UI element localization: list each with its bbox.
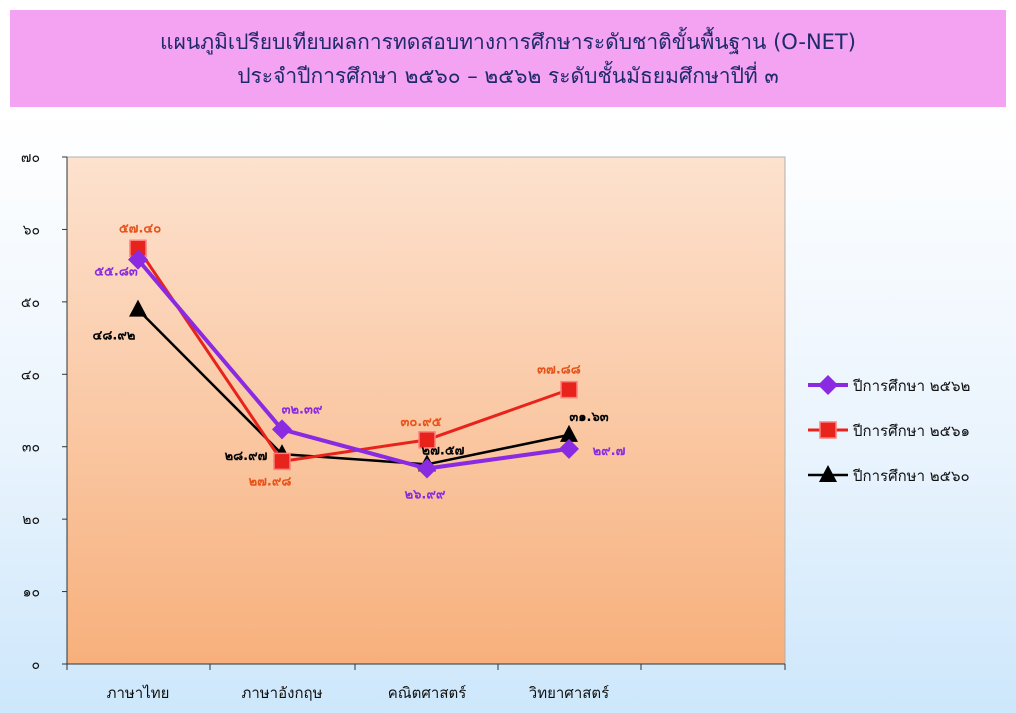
data-label: ๔๘.๙๒: [93, 329, 136, 344]
data-label: ๒๗.๕๗: [422, 443, 465, 458]
data-point: [128, 249, 148, 270]
data-label: ๓๐.๙๕: [400, 415, 441, 430]
data-point: [560, 424, 578, 442]
y-tick-label: ๑๐: [23, 585, 40, 601]
y-tick-label: ๕๐: [21, 295, 40, 311]
chart-title-band: แผนภูมิเปรียบเทียบผลการทดสอบทางการศึกษาร…: [10, 10, 1006, 107]
x-category-label: คณิตศาสตร์: [388, 684, 467, 702]
legend-marker: [819, 465, 837, 482]
data-point: [272, 419, 292, 440]
chart-title-line-1: แผนภูมิเปรียบเทียบผลการทดสอบทางการศึกษาร…: [160, 29, 856, 54]
data-point: [559, 438, 579, 459]
series-line: [136, 258, 570, 471]
data-label: ๒๖.๙๙: [405, 488, 446, 503]
plot-area: [66, 156, 786, 665]
data-point: [418, 431, 436, 449]
data-point: [417, 458, 437, 479]
data-label: ๕๕.๘๓: [94, 265, 138, 280]
legend-marker: [819, 421, 837, 439]
y-tick-label: ๒๐: [22, 512, 40, 528]
y-tick-label: ๖๐: [23, 222, 40, 238]
data-label: ๒๘.๙๗: [225, 449, 268, 464]
legend-marker: [818, 375, 838, 395]
y-tick-label: ๔๐: [21, 367, 40, 383]
data-point: [273, 452, 291, 471]
data-point: [560, 380, 578, 399]
legend-label: ปีการศึกษา ๒๕๖๐: [852, 467, 970, 485]
chart-area: ๐ ๑๐ ๒๐ ๓๐ ๔๐ ๕๐ ๖๐ ๗๐ภาษาไทย ภาษาอังกฤษ คณิตศาสต…: [0, 110, 1016, 713]
data-label: ๒๗.๙๘: [249, 474, 292, 489]
y-tick-label: ๗๐: [21, 150, 40, 166]
x-category-label: วิทยาศาสตร์: [528, 684, 609, 702]
x-category-label: ภาษาอังกฤษ: [241, 684, 322, 702]
data-label: ๒๙.๗: [593, 444, 626, 459]
legend-label: ปีการศึกษา ๒๕๖๒: [852, 377, 970, 395]
legend-label: ปีการศึกษา ๒๕๖๑: [852, 422, 970, 440]
data-point: [129, 299, 147, 317]
y-tick-label: ๓๐: [22, 440, 40, 456]
data-label: ๓๒.๓๙: [282, 402, 323, 417]
x-category-label: ภาษาไทย: [107, 684, 170, 702]
y-tick-label: ๐: [31, 657, 40, 673]
data-label: ๕๗.๔๐: [119, 221, 161, 236]
data-label: ๓๑.๖๓: [569, 410, 608, 425]
series-line: [137, 308, 570, 466]
chart-title-line-2: ประจำปีการศึกษา ๒๕๖๐ – ๒๕๖๒ ระดับชั้นมัธ…: [237, 63, 779, 88]
data-label: ๓๗.๘๘: [537, 363, 581, 378]
